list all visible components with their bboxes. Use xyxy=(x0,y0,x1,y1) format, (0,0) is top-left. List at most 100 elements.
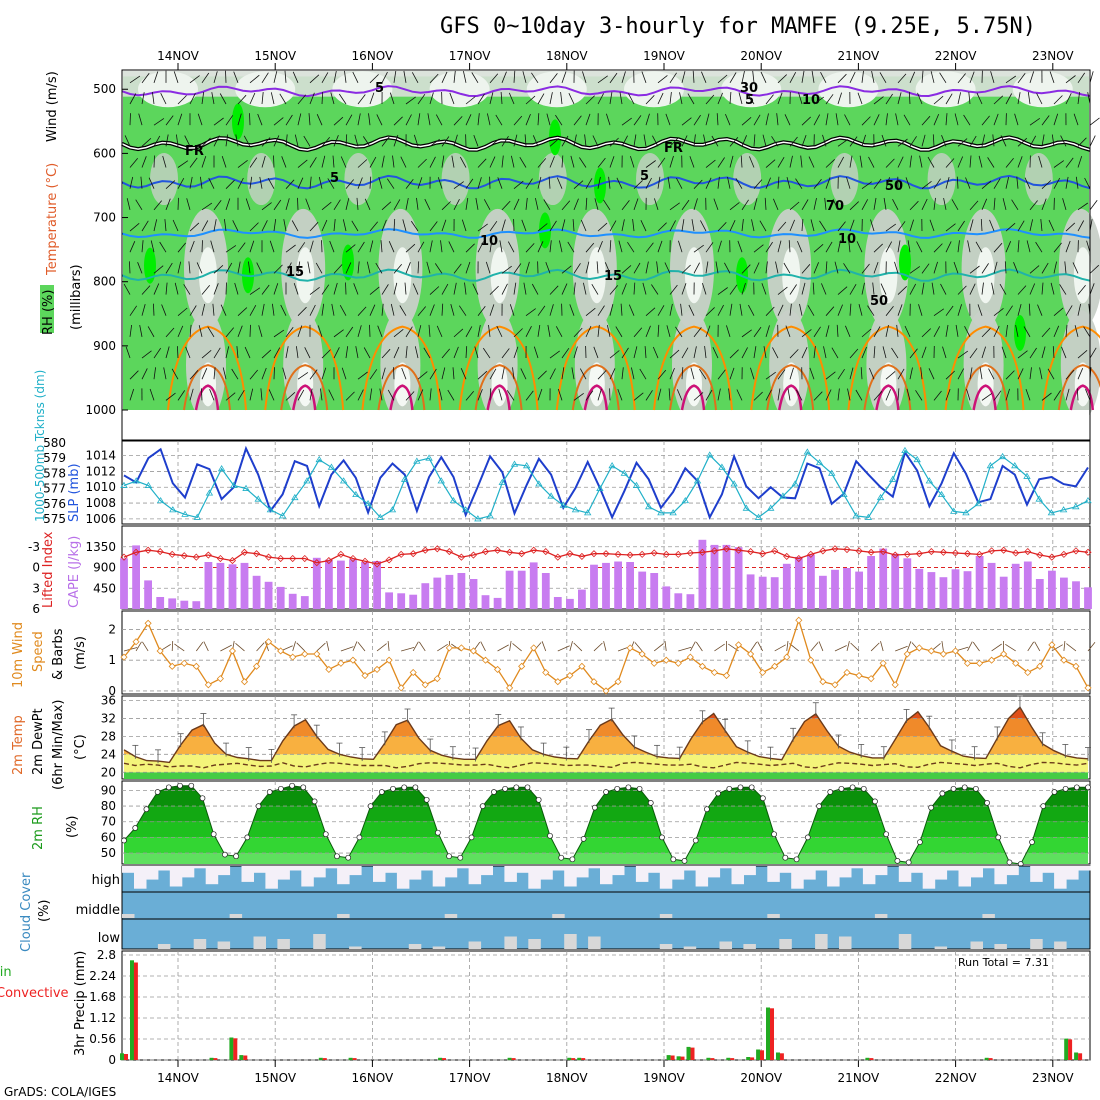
rh2m-tick-label: 90 xyxy=(101,783,116,797)
wind-barb xyxy=(933,113,940,126)
rh-dry-upper xyxy=(538,153,567,206)
li-point xyxy=(650,549,658,557)
wind-barb xyxy=(705,177,712,189)
wind-barb xyxy=(940,283,947,295)
rh2m-point xyxy=(188,782,195,789)
rh2m-point xyxy=(883,831,890,838)
thickness-point xyxy=(352,490,360,498)
wind-barb xyxy=(237,113,242,126)
wind10-point xyxy=(1072,662,1080,670)
wind-barb xyxy=(825,241,833,253)
precip-conv-bar xyxy=(571,1058,576,1060)
upper-air-panel: 5FR510155FR51015301050705050060070080090… xyxy=(40,69,1100,441)
wind-barb xyxy=(681,367,684,380)
wind10-barb xyxy=(714,643,725,652)
wind-barb xyxy=(296,346,299,359)
wind-barb xyxy=(657,388,662,401)
wind-barb xyxy=(1077,368,1084,380)
wind-barb xyxy=(825,113,829,126)
wind-barb xyxy=(309,388,313,401)
wind-barb xyxy=(297,242,306,253)
precip-total-bar xyxy=(507,1057,512,1061)
cloud-gap xyxy=(313,934,326,949)
wind10-point xyxy=(228,647,237,655)
wind-barb xyxy=(381,201,392,211)
wind-barb xyxy=(129,158,139,168)
wind-barb xyxy=(765,94,774,105)
wind-barb xyxy=(784,114,791,126)
wind-barb xyxy=(417,158,427,168)
wind-barb xyxy=(309,176,312,189)
wind-barb xyxy=(885,93,893,105)
wind-barb xyxy=(825,371,836,380)
isotherm-20-loop xyxy=(653,325,733,411)
run-total: Run Total = 7.31 xyxy=(958,956,1049,969)
thickness-point xyxy=(486,512,494,519)
wind-barb xyxy=(1029,71,1035,83)
wind-barb xyxy=(438,388,443,401)
wind10-point xyxy=(493,665,502,673)
cape-bar xyxy=(156,597,165,609)
thickness-point xyxy=(1011,462,1019,469)
wind-barb xyxy=(531,72,539,84)
wind-barb xyxy=(907,240,911,253)
wind10-barb xyxy=(941,640,944,652)
wind-barb xyxy=(309,369,318,380)
cape-bar xyxy=(686,594,695,609)
rh2m-point xyxy=(670,856,677,863)
wind10-barb xyxy=(256,642,265,652)
wind-barb xyxy=(645,307,656,316)
thickness-point xyxy=(1023,472,1031,479)
wind-barb xyxy=(789,367,794,380)
wind-barb xyxy=(465,390,475,401)
wind-barb xyxy=(357,159,368,168)
rh2m-point xyxy=(300,784,307,791)
wind-barb xyxy=(471,72,479,84)
thickness-point xyxy=(864,513,873,520)
wind-barb xyxy=(1077,137,1087,147)
wind-barb xyxy=(357,177,363,189)
wind-barb xyxy=(980,218,983,232)
wind-barb xyxy=(465,197,469,210)
wind-barb xyxy=(609,368,616,380)
wind-barb xyxy=(489,220,498,232)
wind-barb xyxy=(387,389,395,401)
wind-barb xyxy=(1065,369,1075,380)
cape-bar xyxy=(578,589,586,609)
wind10-barb xyxy=(634,642,643,652)
wind-barb xyxy=(993,113,999,126)
rh2m-point xyxy=(222,851,228,858)
li-point xyxy=(144,546,152,554)
wind10-point xyxy=(156,647,164,655)
wind-barb xyxy=(150,240,155,253)
wind-barb xyxy=(441,367,446,380)
thickness-point xyxy=(413,457,421,464)
cloud-gap xyxy=(1030,939,1043,949)
wind-barb xyxy=(741,264,751,274)
wind-barb xyxy=(501,71,507,83)
wind-barb xyxy=(849,348,859,359)
cape-bar xyxy=(373,561,381,609)
thickness-point xyxy=(998,452,1007,460)
wind-barb xyxy=(429,368,437,380)
wind-barb xyxy=(213,283,219,295)
wind10-point xyxy=(1000,650,1008,658)
wind-barb xyxy=(414,346,419,359)
li-point xyxy=(867,548,875,556)
thickness-point xyxy=(376,513,384,520)
cape-bar xyxy=(975,556,984,609)
precip-conv-bar xyxy=(233,1038,238,1061)
wind-barb xyxy=(909,200,919,211)
rh2m-point xyxy=(704,806,710,813)
cape-bar xyxy=(927,572,936,609)
wind-barb xyxy=(525,261,530,274)
wind10-point xyxy=(144,619,152,627)
wind10-barb xyxy=(880,640,884,652)
wind-barb xyxy=(345,198,350,210)
wind-barb xyxy=(969,135,977,147)
cloud-gap xyxy=(265,866,278,889)
wind-barb xyxy=(489,73,499,84)
wind-barb xyxy=(448,241,455,253)
wind-barb xyxy=(124,135,131,147)
